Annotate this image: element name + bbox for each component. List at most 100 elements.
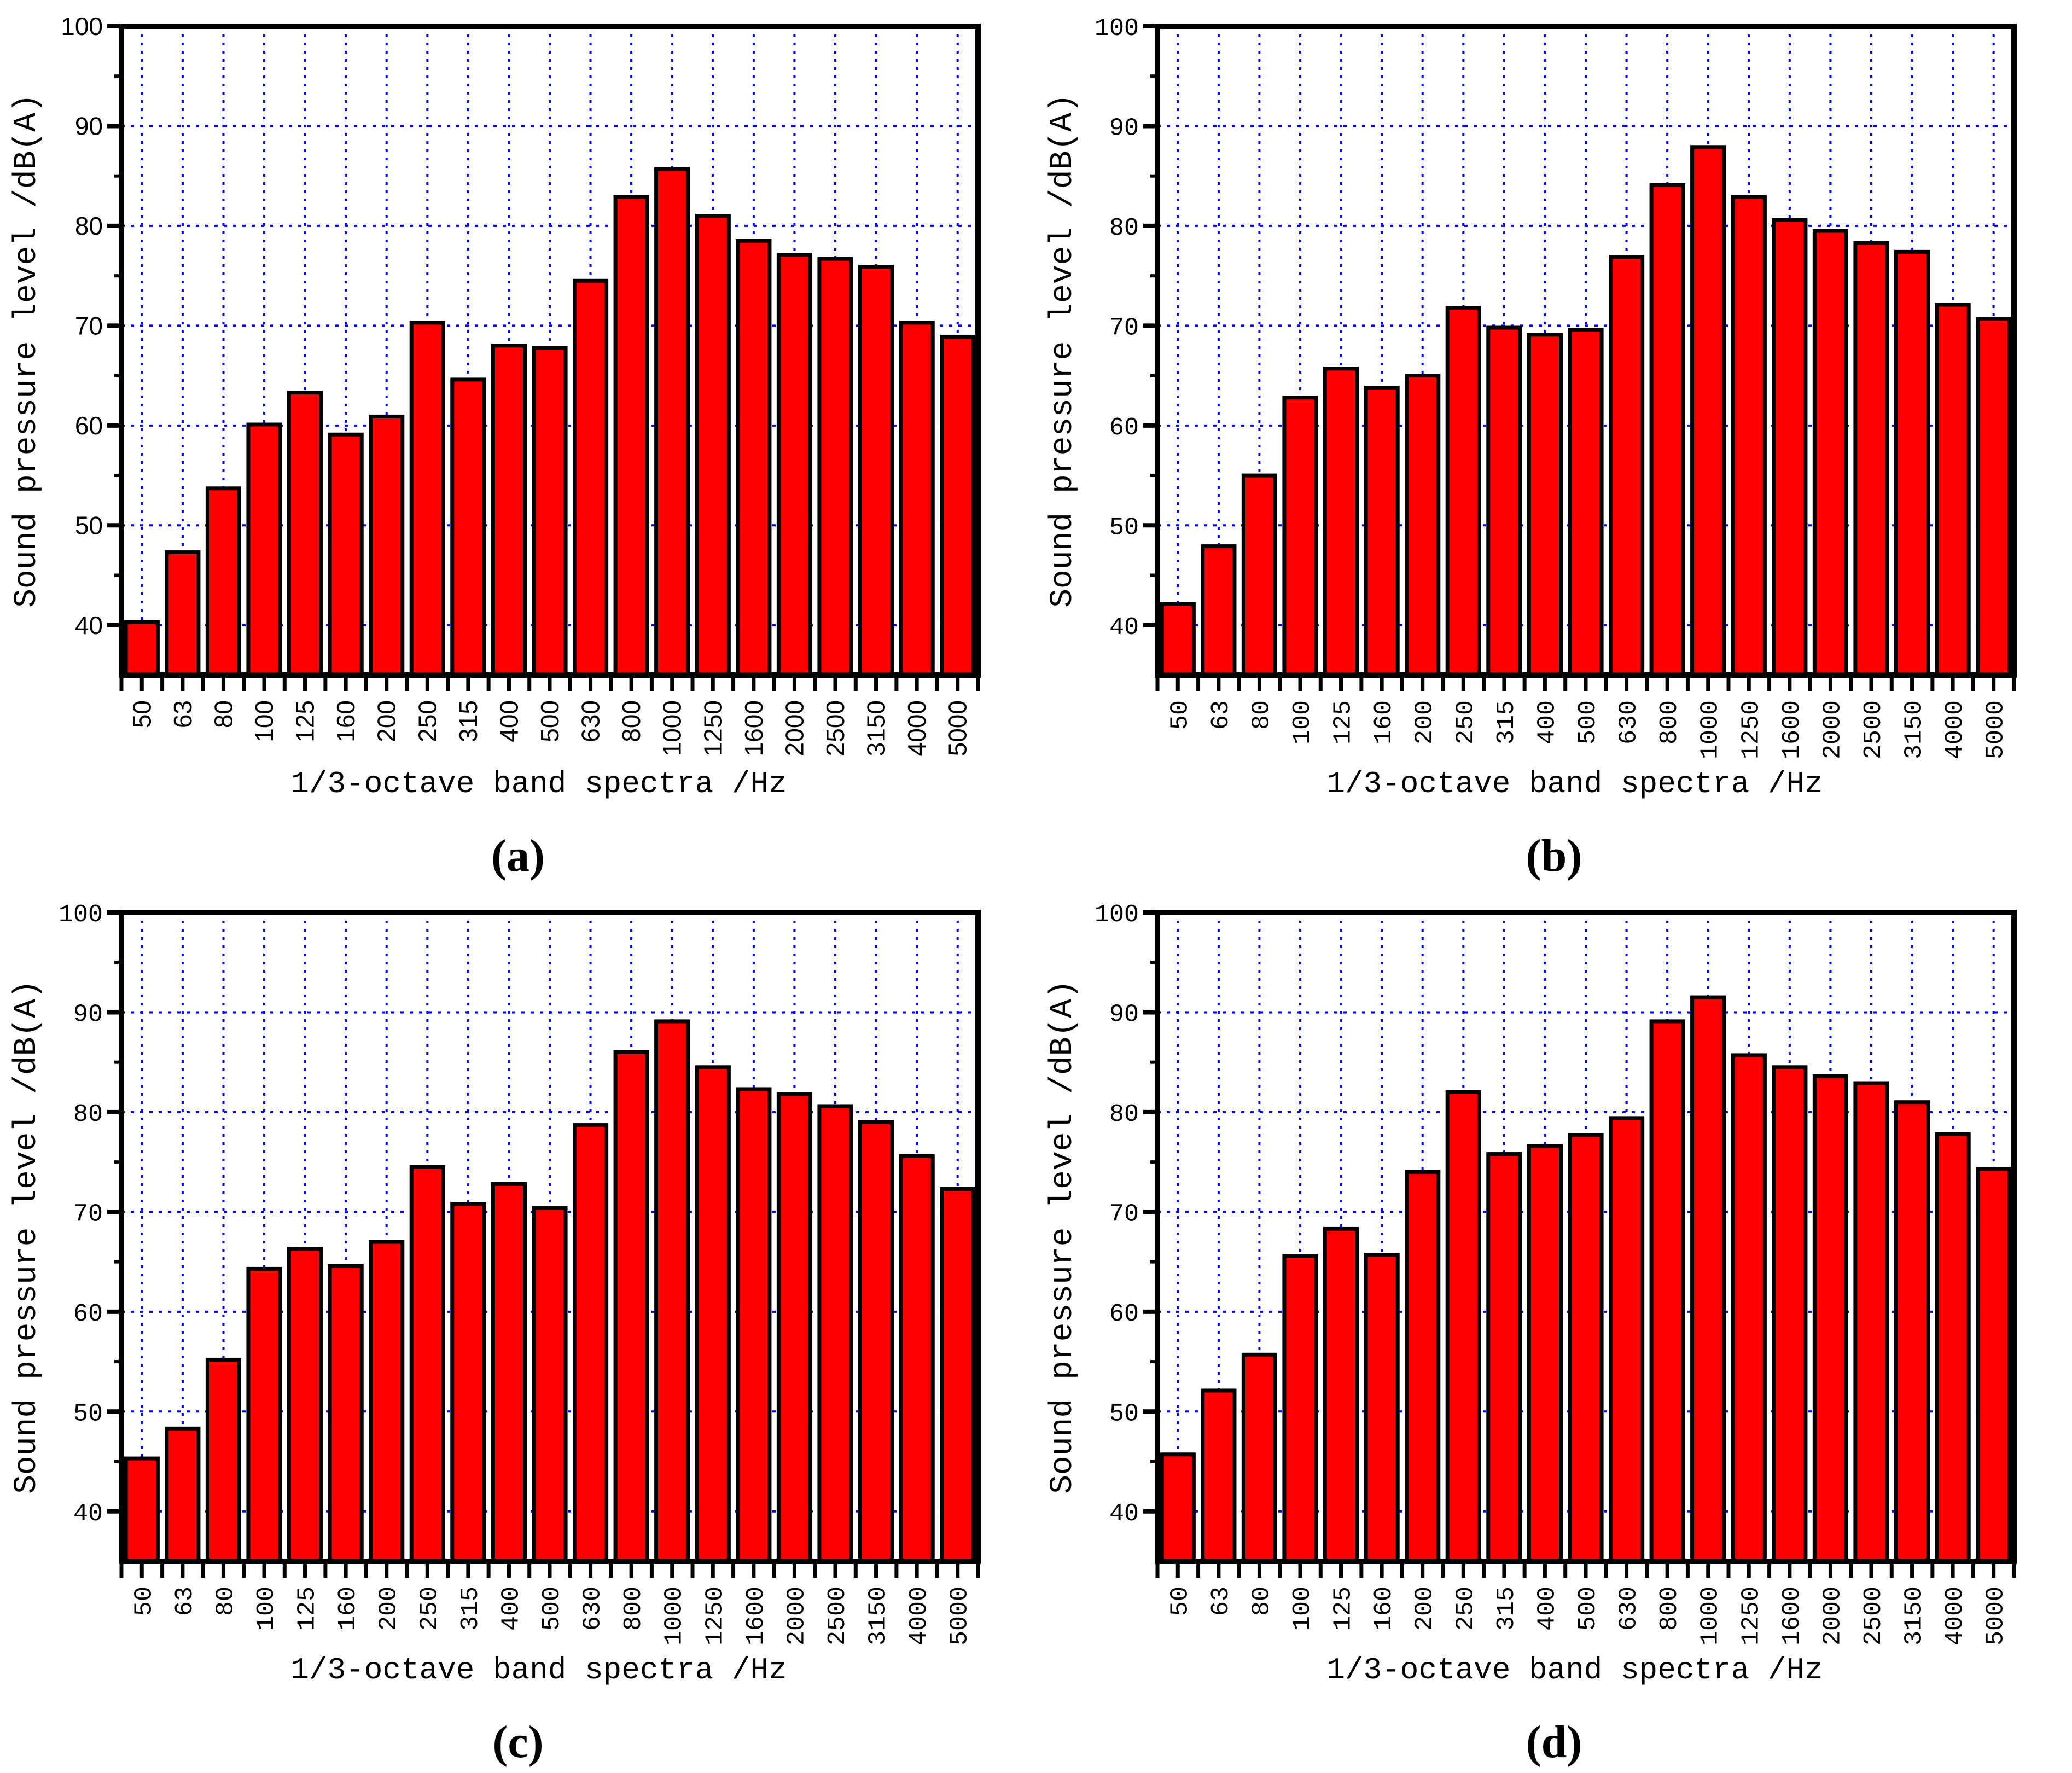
chart-panel-b: 40 50 60 70 80 90 100 50 63 80 100 125 160 200 250 315 4…: [1036, 0, 2072, 886]
bar-2500hz: [817, 1104, 853, 1563]
bars: [124, 167, 976, 677]
bar-2000hz: [1812, 229, 1849, 677]
bar-1250hz: [695, 1065, 731, 1563]
bar-5000hz: [940, 334, 976, 677]
x-tick-label: 4000: [1941, 1586, 1969, 1646]
bar-3150hz: [1894, 1100, 1930, 1563]
bar-125hz: [287, 1247, 323, 1563]
bar-160hz: [1364, 386, 1400, 677]
x-axis-ticks: [1155, 675, 2016, 691]
y-tick-label: 80: [1109, 1101, 1139, 1129]
x-tick-label: 3150: [1901, 1586, 1929, 1646]
y-tick-label: 40: [1109, 614, 1139, 642]
bar-1600hz: [736, 1087, 772, 1563]
v-gridlines: [141, 912, 959, 1561]
x-tick-label: 1600: [740, 700, 768, 756]
y-tick-label: 70: [1109, 1200, 1139, 1228]
y-tick-label: 40: [73, 1500, 103, 1528]
bar-400hz: [1527, 1144, 1563, 1563]
bar-100hz: [1282, 1254, 1318, 1563]
y-tick-label: 70: [1109, 314, 1139, 342]
x-tick-label: 2500: [824, 1586, 852, 1646]
x-tick-label: 315: [1493, 1586, 1521, 1631]
x-tick-label: 1000: [1697, 700, 1725, 759]
y-tick-label: 60: [73, 1300, 103, 1328]
x-tick-label: 50: [127, 700, 156, 728]
bar-125hz: [287, 391, 323, 677]
x-axis-ticks: [1155, 1561, 2016, 1578]
bar-500hz: [1568, 1133, 1604, 1563]
x-tick-label: 125: [1330, 700, 1358, 745]
x-tick-label: 1250: [701, 1586, 729, 1646]
x-tick-label: 125: [294, 1586, 322, 1631]
x-tick-label: 800: [620, 1586, 648, 1631]
bar-400hz: [491, 344, 527, 677]
y-axis-ticks: 40 50 60 70 80 90 100: [59, 901, 121, 1528]
x-tick-label: 50: [1166, 700, 1194, 730]
x-tick-label: 630: [1615, 1586, 1643, 1631]
x-tick-label: 250: [413, 700, 441, 742]
x-tick-label: 80: [209, 700, 237, 728]
x-tick-label: 200: [1411, 700, 1439, 745]
bar-200hz: [369, 1240, 405, 1563]
bar-2000hz: [776, 1092, 813, 1563]
bar-63hz: [1201, 1388, 1237, 1563]
bar-800hz: [1649, 1019, 1685, 1563]
x-tick-labels: 50 63 80 100 125 160 200 250 315 400 500 630 800 1000…: [1166, 700, 2010, 759]
bar-100hz: [246, 422, 282, 677]
bar-315hz: [450, 1202, 486, 1563]
bar-2000hz: [1812, 1074, 1849, 1563]
x-tick-label: 1250: [1737, 700, 1765, 759]
bar-125hz: [1323, 1226, 1359, 1563]
panel-sublabel: (b): [1526, 830, 1582, 881]
x-tick-label: 5000: [944, 700, 972, 756]
bar-4000hz: [1935, 303, 1971, 677]
x-tick-label: 500: [1574, 700, 1602, 745]
x-tick-label: 1600: [742, 1586, 770, 1646]
bar-250hz: [1445, 1090, 1481, 1563]
y-tick-label: 60: [1109, 414, 1139, 442]
panel-sublabel: (d): [1526, 1717, 1582, 1768]
bar-500hz: [1568, 328, 1604, 677]
bar-315hz: [1486, 325, 1522, 677]
y-tick-label: 70: [73, 1200, 103, 1228]
panel-sublabel: (c): [492, 1717, 543, 1768]
panel-sublabel: (a): [491, 830, 545, 881]
x-tick-label: 160: [1370, 700, 1398, 745]
v-gridlines: [141, 26, 959, 675]
x-axis-title: 1/3-octave band spectra /Hz: [1326, 1653, 1823, 1688]
x-tick-label: 400: [1533, 1586, 1561, 1631]
bar-5000hz: [1976, 1167, 2012, 1563]
bar-250hz: [409, 321, 445, 677]
bar-63hz: [1201, 544, 1237, 677]
x-tick-label: 4000: [1941, 700, 1969, 759]
y-axis-ticks: 40 50 60 70 80 90 100: [1095, 15, 1157, 642]
bar-1600hz: [1772, 218, 1808, 677]
y-tick-label: 50: [1109, 1400, 1139, 1428]
x-tick-label: 1000: [661, 1586, 689, 1646]
bar-1600hz: [736, 239, 772, 677]
y-axis-title: Sound pressure level /dB(A): [1045, 94, 1081, 608]
x-tick-label: 200: [373, 700, 401, 742]
x-tick-label: 500: [536, 700, 564, 742]
bar-200hz: [1405, 1170, 1441, 1563]
x-axis-title: 1/3-octave band spectra /Hz: [290, 766, 787, 801]
x-tick-label: 315: [457, 1586, 485, 1631]
bar-1250hz: [695, 214, 731, 677]
bar-160hz: [328, 1264, 364, 1563]
bar-1000hz: [654, 167, 690, 677]
x-tick-label: 630: [579, 1586, 607, 1631]
bar-chart-d: 40 50 60 70 80 90 100 50 63 80 100 125 160 200 250 315 4…: [1045, 901, 2017, 1768]
bar-3150hz: [858, 1120, 894, 1563]
x-tick-label: 630: [577, 700, 605, 742]
x-tick-label: 800: [1656, 1586, 1684, 1631]
x-tick-label: 5000: [1982, 1586, 2010, 1646]
x-tick-label: 400: [494, 700, 523, 742]
x-tick-label: 250: [1452, 700, 1480, 745]
bar-2500hz: [817, 257, 853, 677]
x-tick-label: 100: [250, 700, 278, 742]
y-tick-label: 60: [75, 411, 103, 440]
bar-500hz: [532, 1206, 568, 1563]
bar-1000hz: [1690, 995, 1726, 1563]
